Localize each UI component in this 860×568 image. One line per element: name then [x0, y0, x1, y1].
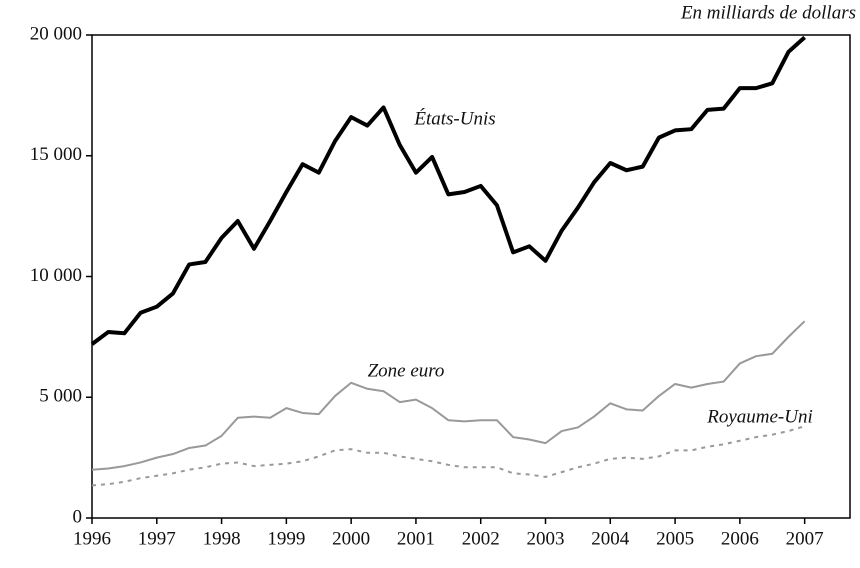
- x-tick-label: 2003: [527, 528, 565, 549]
- series-label: États-Unis: [413, 107, 495, 129]
- series-line: [91, 320, 806, 471]
- y-tick-label: 5 000: [39, 386, 82, 407]
- y-tick-label: 0: [73, 506, 83, 527]
- x-tick-label: 2004: [591, 528, 630, 549]
- x-tick-label: 2005: [656, 528, 694, 549]
- x-tick-label: 1997: [138, 528, 176, 549]
- x-tick-label: 2006: [721, 528, 759, 549]
- unit-annotation: En milliards de dollars: [680, 2, 856, 23]
- y-tick-label: 20 000: [30, 23, 82, 44]
- x-tick-label: 1999: [267, 528, 305, 549]
- y-tick-label: 10 000: [30, 265, 82, 286]
- series-label: Royaume-Uni: [706, 406, 813, 427]
- x-tick-label: 1996: [73, 528, 111, 549]
- y-tick-label: 15 000: [30, 144, 82, 165]
- series-label: Zone euro: [368, 360, 445, 381]
- x-tick-label: 1998: [203, 528, 241, 549]
- x-tick-label: 2002: [462, 528, 500, 549]
- x-tick-label: 2001: [397, 528, 435, 549]
- series-line: [91, 425, 805, 487]
- series-line: [90, 35, 806, 346]
- x-tick-label: 2007: [786, 528, 824, 549]
- x-tick-label: 2000: [332, 528, 370, 549]
